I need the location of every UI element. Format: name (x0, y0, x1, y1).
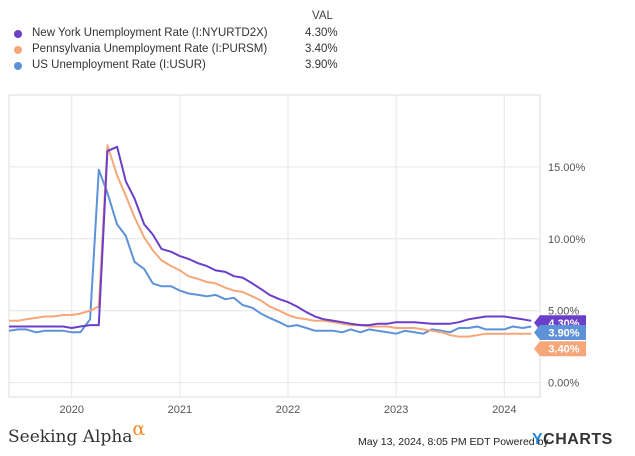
plot-area (8, 94, 541, 398)
end-value-label: 3.40% (548, 344, 579, 356)
series-line (8, 168, 532, 335)
legend-dot-icon (14, 45, 22, 54)
legend-item-pennsylvania[interactable]: Pennsylvania Unemployment Rate (I:PURSM)… (14, 42, 344, 56)
legend-series-value: 3.90% (305, 59, 338, 71)
brand-name: Seeking Alpha (8, 427, 133, 447)
legend-dot-icon (14, 61, 22, 70)
end-value-label: 3.90% (548, 328, 579, 340)
x-tick-label: 2022 (276, 404, 300, 416)
y-tick-label: 10.00% (548, 234, 586, 246)
legend-header: VAL (312, 10, 333, 22)
legend-series-value: 4.30% (305, 27, 338, 39)
legend-series-name: Pennsylvania Unemployment Rate (I:PURSM) (32, 43, 268, 55)
series-line (9, 145, 532, 329)
end-value-tag (534, 341, 586, 357)
series-line (9, 144, 532, 338)
legend-series-name: US Unemployment Rate (I:USUR) (32, 59, 206, 71)
legend-dot-icon (14, 29, 22, 38)
legend-item-new-york[interactable]: New York Unemployment Rate (I:NYURTD2X) … (14, 26, 344, 40)
legend-series-name: New York Unemployment Rate (I:NYURTD2X) (32, 27, 268, 39)
y-tick-label: 5.00% (548, 306, 579, 318)
end-value-tag (534, 325, 586, 341)
x-tick-label: 2024 (492, 404, 516, 416)
y-tick-label: 0.00% (548, 378, 579, 390)
legend-series-value: 3.40% (305, 43, 338, 55)
footer-timestamp: May 13, 2024, 8:05 PM EDT Powered by (358, 436, 549, 448)
x-tick-label: 2023 (384, 404, 408, 416)
x-tick-label: 2020 (59, 404, 83, 416)
alpha-icon: α (132, 418, 146, 440)
y-tick-label: 15.00% (548, 162, 586, 174)
ycharts-y-mark: Y (532, 431, 544, 448)
ycharts-wordmark: CHARTS (543, 431, 613, 448)
seeking-alpha-logo[interactable]: Seeking Alphaα (8, 418, 145, 447)
ycharts-logo[interactable]: YCHARTS (532, 431, 613, 449)
legend-item-us[interactable]: US Unemployment Rate (I:USUR) 3.90% (14, 58, 344, 72)
x-tick-label: 2021 (168, 404, 192, 416)
